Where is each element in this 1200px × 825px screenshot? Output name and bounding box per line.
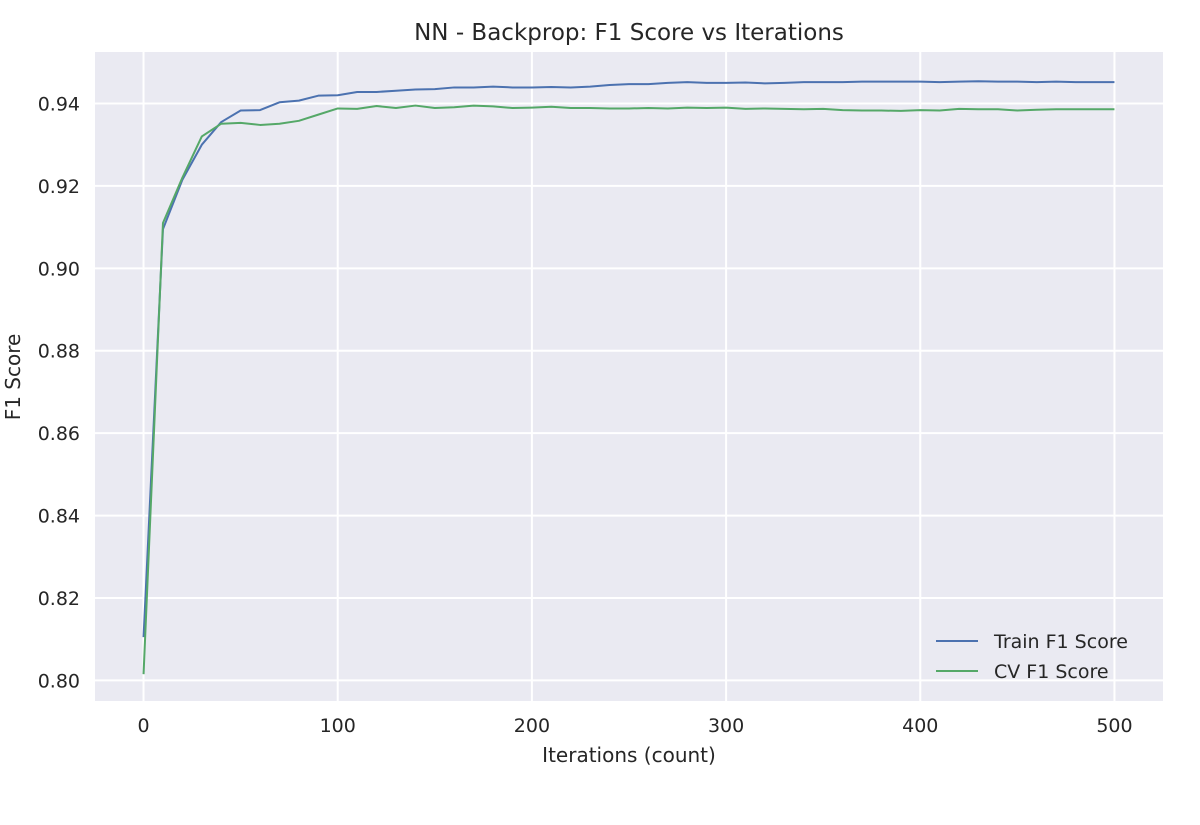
train-f1-line [142, 80, 1115, 638]
series-lines [142, 80, 1115, 675]
legend-label-train: Train F1 Score [993, 631, 1128, 653]
y-tick-label: 0.86 [38, 423, 80, 445]
y-tick-label: 0.84 [38, 506, 80, 528]
y-tick-label: 0.90 [38, 258, 80, 280]
x-tick-label: 0 [137, 715, 149, 737]
x-tick-label: 300 [708, 715, 744, 737]
legend-label-cv: CV F1 Score [994, 661, 1109, 683]
legend: Train F1 Score CV F1 Score [936, 631, 1128, 683]
y-tick-label: 0.92 [38, 176, 80, 198]
cv-f1-line [142, 104, 1115, 675]
y-tick-label: 0.82 [38, 588, 80, 610]
x-tick-label: 100 [320, 715, 356, 737]
grid-lines [95, 52, 1163, 701]
x-tick-labels: 0 100 200 300 400 500 [137, 715, 1132, 737]
x-tick-label: 400 [902, 715, 938, 737]
x-axis-label: Iterations (count) [542, 743, 716, 767]
chart-title: NN - Backprop: F1 Score vs Iterations [414, 20, 844, 46]
y-tick-label: 0.94 [38, 94, 80, 116]
y-tick-label: 0.80 [38, 670, 80, 692]
x-tick-label: 200 [514, 715, 550, 737]
y-axis-label: F1 Score [1, 334, 25, 421]
y-tick-labels: 0.80 0.82 0.84 0.86 0.88 0.90 0.92 0.94 [38, 94, 80, 693]
plot-area-background [95, 52, 1163, 701]
x-tick-label: 500 [1096, 715, 1132, 737]
y-tick-label: 0.88 [38, 341, 80, 363]
